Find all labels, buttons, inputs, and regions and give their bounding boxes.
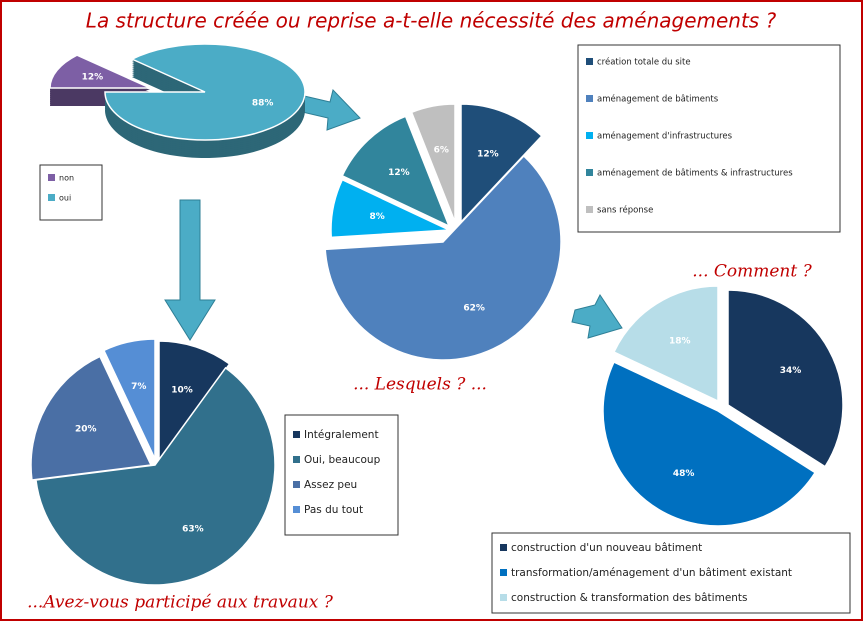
pie-slice [602,361,817,527]
data-label: 12% [477,149,499,159]
legend-swatch [586,132,593,139]
legend-swatch [500,544,507,551]
pie-slice [341,115,451,228]
data-label: 63% [182,525,204,535]
legend-swatch [586,95,593,102]
pie-slice [49,54,151,89]
data-label: 7% [131,382,146,392]
legend-box [577,44,841,233]
chart-caption: ... Lesquels ? ... [353,375,487,395]
chart-caption: ... Comment ? [692,262,812,282]
legend-label: Assez peu [304,479,357,491]
legend-swatch [48,194,55,201]
pie-slice [102,338,156,460]
data-label: 88% [252,98,274,108]
data-label: 20% [75,425,97,435]
legend-swatch [293,506,300,513]
legend-label: Pas du tout [304,504,363,516]
pie-slice [30,355,153,481]
data-label: 34% [780,366,802,376]
data-label: 8% [369,212,384,222]
arrow-right-2 [571,294,623,339]
pie-slice [460,103,543,224]
data-label: 48% [673,469,695,479]
legend-label: Intégralement [304,429,379,441]
legend-label: aménagement de bâtiments [597,94,719,105]
legend-swatch [48,174,55,181]
data-label: 12% [388,168,410,178]
legend-swatch [586,206,593,213]
legend-box [491,532,851,614]
main-title: La structure créée ou reprise a-t-elle n… [86,9,777,33]
legend-label: création totale du site [597,57,691,68]
data-label: 18% [669,336,691,346]
legend-label: aménagement d'infrastructures [597,131,733,142]
legend-swatch [586,58,593,65]
pie-slice [330,178,450,239]
legend-label: oui [59,194,71,203]
arrows [164,89,623,341]
pie-slice [324,154,562,361]
legend-label: construction & transformation des bâtime… [511,592,748,604]
legend-label: Oui, beaucoup [304,454,381,466]
data-label: 10% [171,386,193,396]
legend-swatch [293,481,300,488]
legend-label: aménagement de bâtiments & infrastructur… [597,168,793,179]
pie-slice [410,103,456,223]
legend-label: non [59,174,74,183]
data-label: 12% [82,73,104,83]
pie-slice [612,285,719,403]
legend-swatch [293,456,300,463]
legend-box [284,414,399,536]
legend-swatch [500,569,507,576]
legend-swatch [500,594,507,601]
legend-swatch [586,169,593,176]
legend-label: sans réponse [597,205,653,216]
chart-caption: ...Avez-vous participé aux travaux ? [27,593,334,613]
legend-label: transformation/aménagement d'un bâtiment… [511,567,792,579]
pie-slice [158,340,231,464]
arrow-down [164,199,216,341]
legend-label: construction d'un nouveau bâtiment [511,542,702,554]
pie-slice [727,289,844,468]
pie-slice [35,366,276,586]
data-label: 62% [463,304,485,314]
legend-swatch [293,431,300,438]
pie-slice [104,43,306,141]
data-label: 6% [434,146,449,156]
